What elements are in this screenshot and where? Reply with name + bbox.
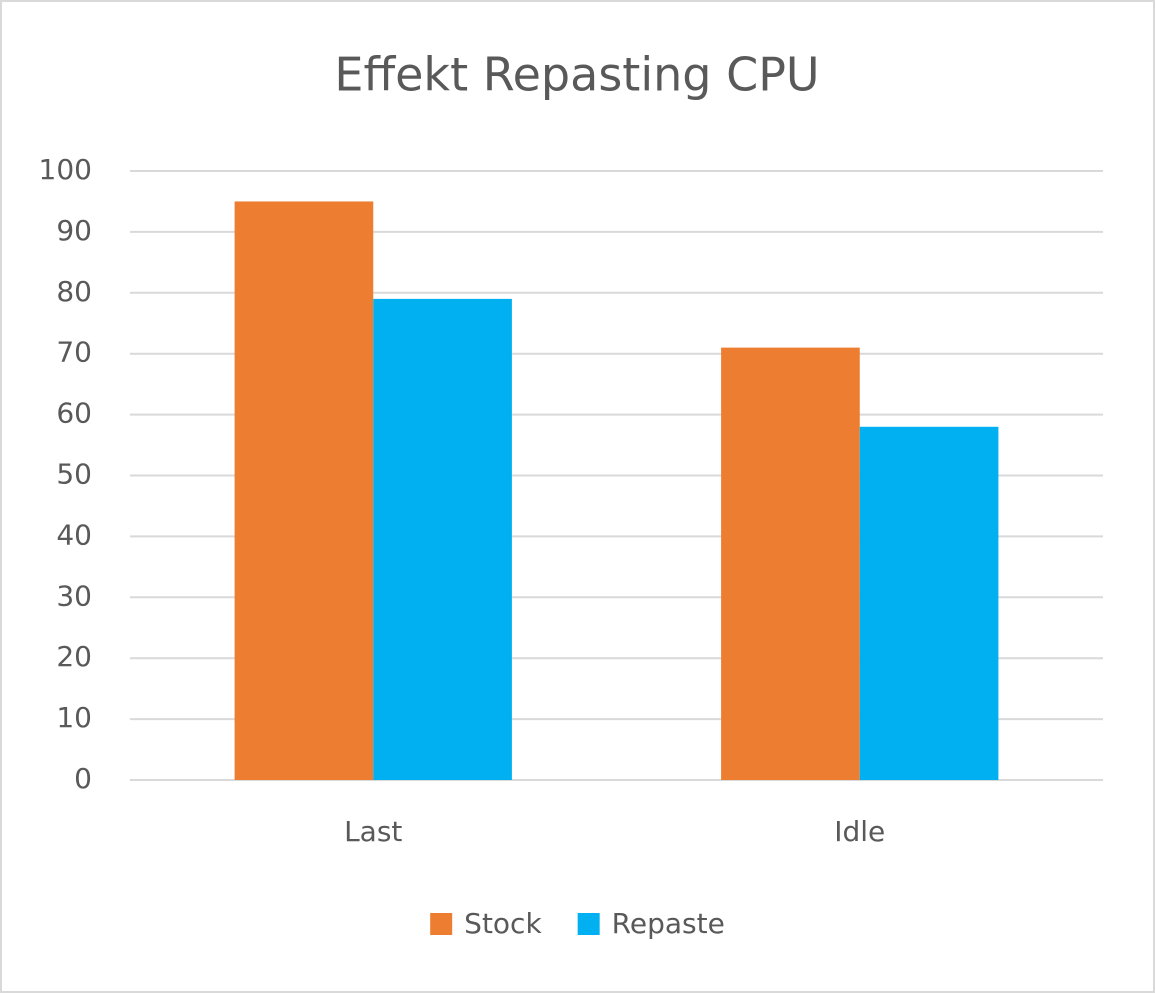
- y-tick-label: 90: [56, 214, 92, 247]
- y-tick-label: 80: [56, 275, 92, 308]
- x-tick-label: Idle: [834, 815, 885, 848]
- bar: [721, 347, 860, 780]
- y-tick-label: 20: [56, 640, 92, 673]
- y-tick-label: 0: [74, 762, 92, 795]
- y-tick-label: 50: [56, 458, 92, 491]
- legend-swatch: [577, 913, 600, 935]
- bar: [373, 298, 512, 780]
- y-tick-label: 40: [56, 518, 92, 551]
- x-tick-label: Last: [344, 815, 402, 848]
- y-tick-label: 60: [56, 397, 92, 430]
- y-tick-label: 10: [56, 701, 92, 734]
- bar: [234, 201, 374, 780]
- y-tick-label: 100: [39, 153, 92, 186]
- y-tick-label: 70: [56, 336, 92, 369]
- legend-label: Stock: [464, 907, 542, 940]
- bar: [859, 426, 999, 780]
- y-tick-label: 30: [56, 579, 92, 612]
- legend-swatch: [430, 913, 453, 935]
- chart-title: Effekt Repasting CPU: [334, 48, 819, 102]
- legend-label: Repaste: [612, 907, 725, 940]
